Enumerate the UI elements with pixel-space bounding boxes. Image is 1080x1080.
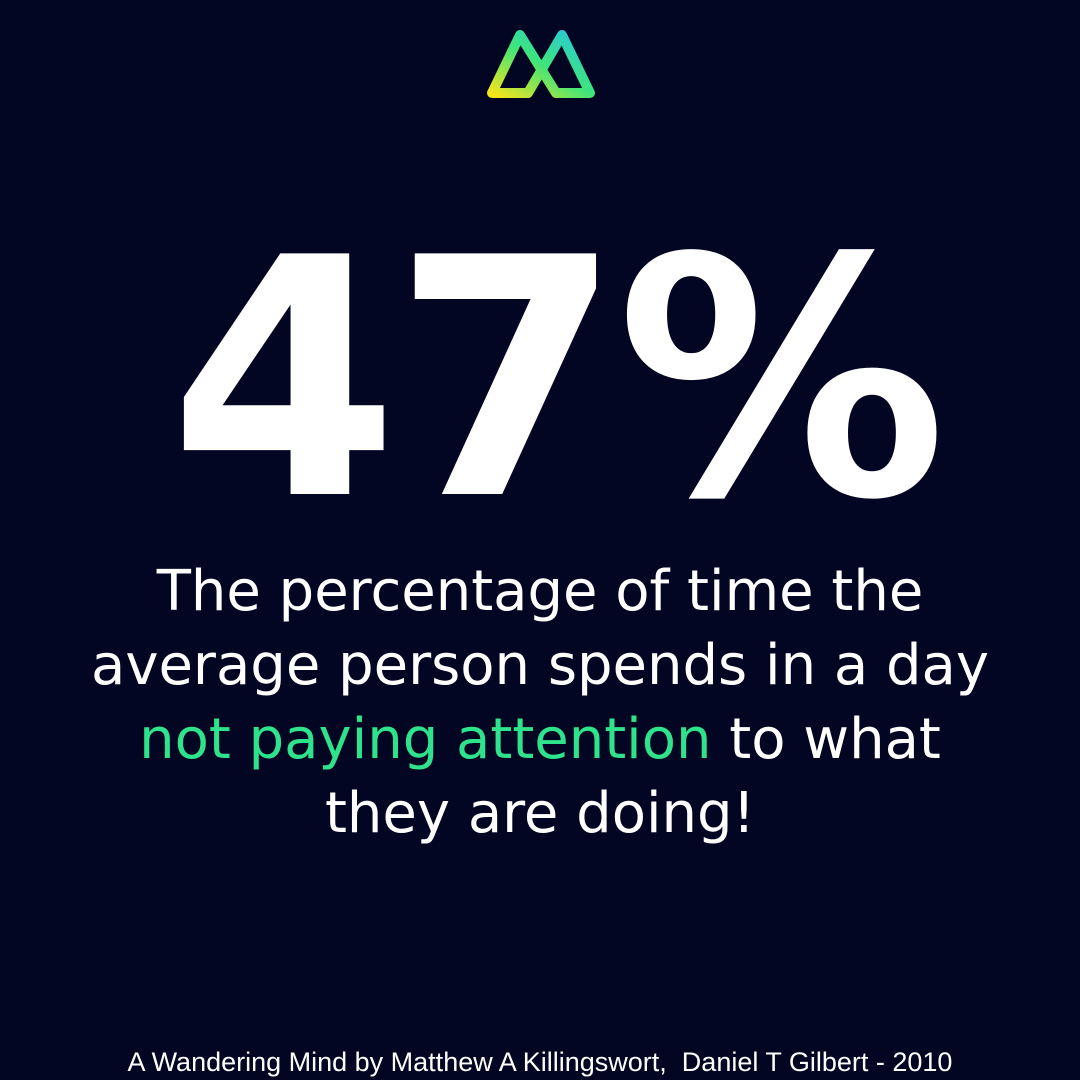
description-line: average person spends in a day <box>91 633 989 698</box>
description-line: not paying attention to what <box>0 703 1080 777</box>
description-line: The percentage of time the <box>156 559 924 624</box>
headline-percentage: 47% <box>169 188 947 572</box>
description: The percentage of time the average perso… <box>0 555 1080 851</box>
highlight-text: not paying attention <box>139 707 712 772</box>
description-text: to what <box>711 707 941 772</box>
logo-icon <box>487 30 595 98</box>
description-line: they are doing! <box>324 781 756 846</box>
source-credit: A Wandering Mind by Matthew A Killingswo… <box>127 1047 953 1077</box>
